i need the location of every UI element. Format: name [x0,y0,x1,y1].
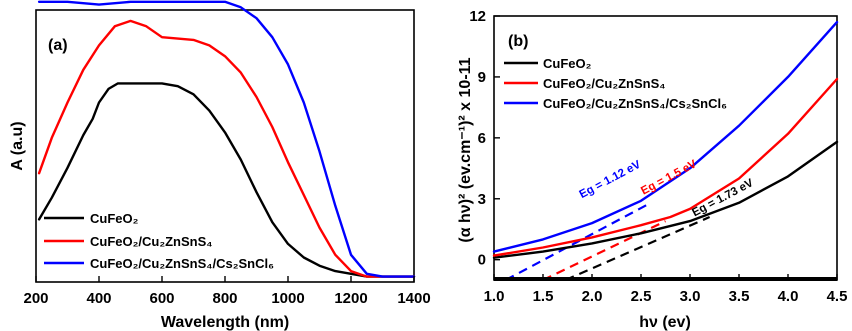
x-tick-label-0-1: 400 [86,290,111,307]
legend-label-b-cufeo2-czts: CuFeO₂/Cu₂ZnSnS₄ [543,76,665,91]
y-tick-label-1-0: 0 [478,252,486,269]
series-line-0-cufeo-cu-znsns [37,19,416,278]
x-axis-title-b: hν (ev) [639,314,691,331]
x-tick-label-1-6: 4.0 [778,288,799,305]
tangent-line-1-1 [542,220,666,281]
series-line-1-cufeo [492,140,839,259]
legend-label-cufeo2-czts-cssncl6: CuFeO₂/Cu₂ZnSnS₄/Cs₂SnCl₆ [90,256,274,271]
x-tick-label-1-4: 3.0 [680,288,701,305]
y-tick-label-1-1: 3 [478,191,486,208]
x-tick-label-0-0: 200 [23,290,48,307]
panel-label-a: (a) [48,37,68,54]
panel-b: 1.0 1.5 2.0 2.5 3.0 3.5 4.0 4.5 0 3 6 9 12 (b) hν (e… [457,8,847,331]
series-line-1-cufeo-cu-znsns [492,77,839,257]
y-tick-label-1-3: 9 [478,69,486,86]
bandgap-annotation-0: Eg = 1.12 eV [578,159,643,201]
y-axis-title-b: (α hν)² (ev.cm⁻¹)² x 10-11 [457,57,474,242]
x-tick-label-1-5: 3.5 [729,288,750,305]
panel-label-b: (b) [508,33,528,50]
x-tick-label-1-7: 4.5 [827,288,848,305]
tangent-line-1-0 [565,216,711,282]
x-tick-label-1-2: 2.0 [582,288,603,305]
x-axis-title-a: Wavelength (nm) [161,314,289,331]
bandgap-annotation-1: Eg = 1.5 eV [639,158,699,197]
x-tick-label-0-6: 1400 [397,290,430,307]
y-tick-label-1-4: 12 [469,8,486,25]
y-axis-title-a: A (a.u) [9,121,26,170]
panel-a: 200 400 600 800 1000 1200 1400 (a) Wavelength … [9,0,431,331]
x-tick-label-0-2: 600 [149,290,174,307]
legend-label-b-cufeo2-czts-cssncl6: CuFeO₂/Cu₂ZnSnS₄/Cs₂SnCl₆ [543,96,727,111]
x-tick-label-1-3: 2.5 [631,288,652,305]
series-line-0-cufeo [37,82,416,278]
x-tick-label-1-1: 1.5 [533,288,554,305]
series-line-0-cufeo-cu-znsns-cs-sncl [37,0,416,278]
legend-b: CuFeO₂ CuFeO₂/Cu₂ZnSnS₄ CuFeO₂/Cu₂ZnSnS₄… [504,56,727,111]
x-tick-label-0-5: 1200 [334,290,367,307]
legend-a: CuFeO₂ CuFeO₂/Cu₂ZnSnS₄ CuFeO₂/Cu₂ZnSnS₄… [44,211,274,271]
y-tick-label-1-2: 6 [478,130,486,147]
legend-label-b-cufeo2: CuFeO₂ [543,56,592,71]
legend-label-cufeo2-czts: CuFeO₂/Cu₂ZnSnS₄ [90,234,212,249]
legend-label-cufeo2: CuFeO₂ [90,211,139,226]
x-tick-label-1-0: 1.0 [484,288,505,305]
x-tick-label-0-4: 1000 [271,290,304,307]
series-line-1-cufeo-cu-znsns-cs-sncl [492,20,839,253]
x-tick-label-0-3: 800 [212,290,237,307]
